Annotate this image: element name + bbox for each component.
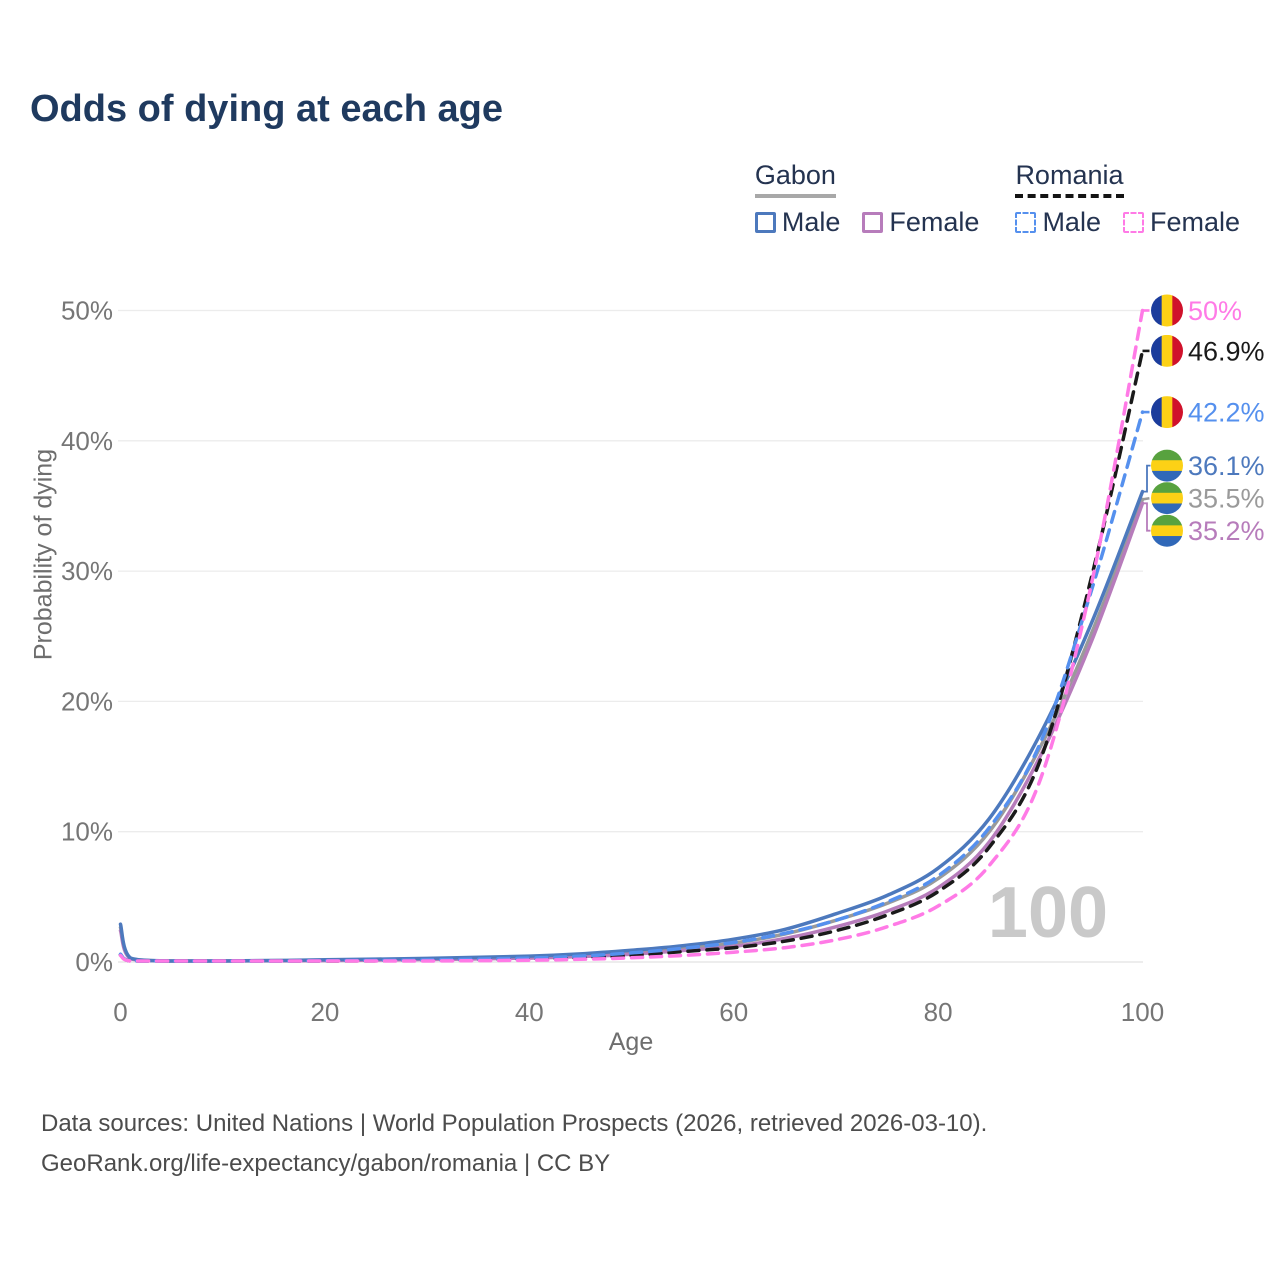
legend-items-gabon: Male Female xyxy=(754,207,979,238)
y-tick-label: 20% xyxy=(61,686,113,716)
romania-flag-icon xyxy=(1151,396,1183,429)
end-value-label: 50% xyxy=(1188,296,1242,326)
x-tick-label: 60 xyxy=(719,997,748,1027)
x-tick-label: 100 xyxy=(1121,997,1164,1027)
end-value-label: 46.9% xyxy=(1188,336,1265,366)
x-tick-label: 40 xyxy=(515,997,544,1027)
gabon-flag-icon xyxy=(1151,449,1183,482)
y-tick-label: 0% xyxy=(75,947,113,977)
attribution-line: GeoRank.org/life-expectancy/gabon/romani… xyxy=(41,1150,611,1177)
legend-item-romania-male[interactable]: Male xyxy=(1015,207,1101,238)
line-gabon-female[interactable] xyxy=(118,501,1145,963)
legend-item-label: Female xyxy=(1149,207,1240,237)
romania-female-swatch-icon xyxy=(1122,212,1144,233)
chart-title: Odds of dying at each age xyxy=(30,88,503,130)
line-gabon-male[interactable] xyxy=(118,489,1145,963)
footer: Data sources: United Nations | World Pop… xyxy=(41,1104,987,1184)
legend-item-romania-female[interactable]: Female xyxy=(1122,207,1240,238)
y-tick-label: 40% xyxy=(61,426,113,456)
romania-flag-icon xyxy=(1151,294,1183,327)
y-axis-title: Probability of dying xyxy=(29,448,58,661)
y-tick-label: 30% xyxy=(61,556,113,586)
label-connector xyxy=(1142,496,1151,501)
x-tick-label: 0 xyxy=(113,997,127,1027)
legend-item-gabon-male[interactable]: Male xyxy=(754,207,841,238)
legend-group-gabon: Gabon Male Female xyxy=(754,160,979,238)
end-value-label: 35.2% xyxy=(1188,516,1265,546)
legend-item-label: Female xyxy=(889,207,980,237)
line-romania-male[interactable] xyxy=(118,410,1145,963)
legend-country-romania[interactable]: Romania xyxy=(1015,160,1124,198)
x-axis-title: Age xyxy=(608,1028,654,1056)
gabon-male-swatch-icon xyxy=(754,212,776,233)
line-romania-both[interactable] xyxy=(118,349,1145,963)
legend-item-gabon-female[interactable]: Female xyxy=(862,207,979,238)
line-gabon-both[interactable] xyxy=(118,497,1145,963)
romania-flag-icon xyxy=(1151,334,1183,367)
x-tick-label: 20 xyxy=(310,997,339,1027)
age-watermark: 100 xyxy=(987,873,1109,953)
label-connector xyxy=(1142,464,1151,493)
romania-male-swatch-icon xyxy=(1015,212,1037,233)
gabon-flag-icon xyxy=(1151,514,1183,547)
legend-country-gabon[interactable]: Gabon xyxy=(754,160,836,198)
legend-item-label: Male xyxy=(1042,207,1101,237)
data-source-line: Data sources: United Nations | World Pop… xyxy=(41,1110,988,1137)
y-tick-label: 10% xyxy=(61,817,113,847)
gabon-female-swatch-icon xyxy=(862,212,884,233)
legend-item-label: Male xyxy=(781,207,841,237)
label-connector xyxy=(1142,502,1151,532)
line-romania-female[interactable] xyxy=(118,308,1145,963)
end-value-label: 42.2% xyxy=(1188,398,1265,428)
gabon-flag-icon xyxy=(1151,482,1183,515)
legend-group-romania: Romania Male Female xyxy=(1015,160,1240,238)
end-value-label: 36.1% xyxy=(1188,451,1265,481)
x-tick-label: 80 xyxy=(924,997,953,1027)
y-tick-label: 50% xyxy=(61,296,113,326)
legend-items-romania: Male Female xyxy=(1015,207,1240,238)
end-value-label: 35.5% xyxy=(1188,484,1265,514)
legend: Gabon Male Female Romania Male Female xyxy=(754,160,1240,238)
